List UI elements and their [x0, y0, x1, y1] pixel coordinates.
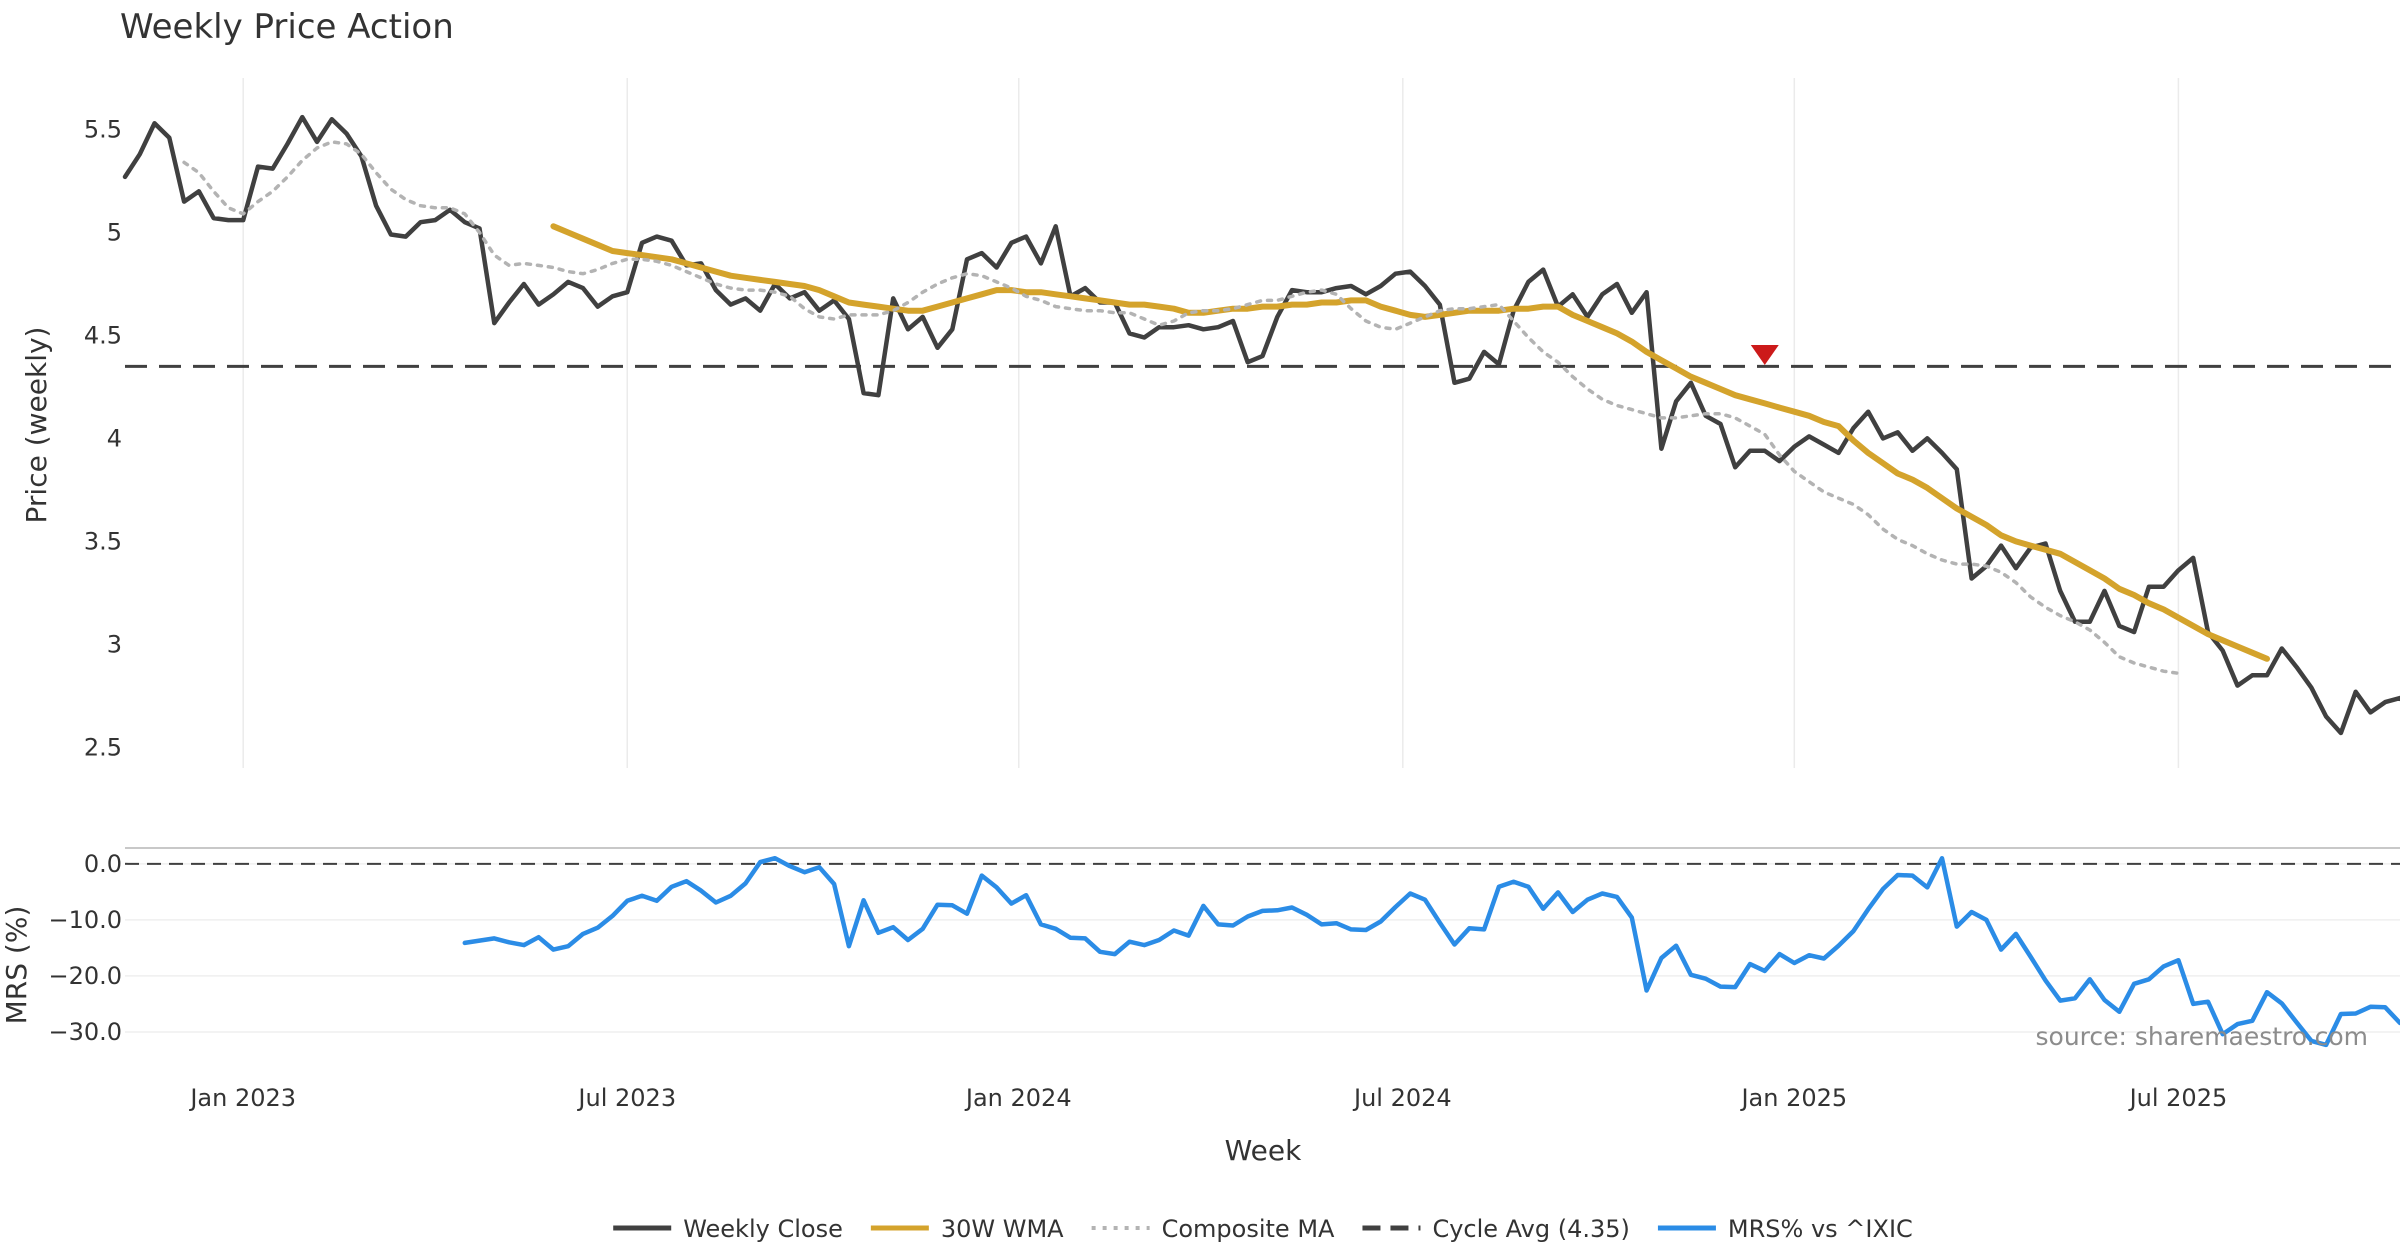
- legend-label: 30W WMA: [941, 1215, 1064, 1243]
- mrs-y-axis-label: MRS (%): [0, 906, 33, 1025]
- x-axis-label: Week: [1225, 1134, 1302, 1167]
- x-tick-label: Jan 2025: [1739, 1084, 1847, 1112]
- legend: Weekly Close 30W WMA Composite MA Cycle Avg…: [613, 1215, 1913, 1243]
- x-tick-label: Jan 2024: [964, 1084, 1072, 1112]
- legend-label: Weekly Close: [683, 1215, 843, 1243]
- price-y-tick-label: 3: [107, 630, 122, 658]
- legend-label: Composite MA: [1162, 1215, 1335, 1243]
- price-y-tick-label: 3.5: [84, 527, 122, 555]
- 30w-wma-line: [550, 223, 2270, 662]
- price-y-tick-label: 2.5: [84, 733, 122, 761]
- price-y-tick-label: 5.5: [84, 115, 122, 143]
- x-tick-label: Jul 2025: [2128, 1084, 2228, 1112]
- composite-ma-line: [182, 140, 2181, 676]
- sell-signal-marker: [1750, 345, 1779, 365]
- mrs-y-tick-label: 0.0: [84, 850, 122, 878]
- legend-label: Cycle Avg (4.35): [1432, 1215, 1629, 1243]
- mrs-vs-ixic-line: [462, 855, 2400, 1048]
- mrs-y-tick-label: −10.0: [48, 906, 122, 934]
- legend-label: MRS% vs ^IXIC: [1728, 1215, 1913, 1243]
- chart-title: Weekly Price Action: [120, 7, 454, 47]
- weekly-close-line: [122, 114, 2400, 736]
- mrs-y-tick-label: −20.0: [48, 962, 122, 990]
- price-y-tick-label: 4: [107, 424, 122, 452]
- x-tick-label: Jan 2023: [188, 1084, 296, 1112]
- mrs-y-tick-label: −30.0: [48, 1018, 122, 1046]
- source-note: source: sharemaestro.com: [2036, 1022, 2369, 1051]
- price-y-axis-label: Price (weekly): [20, 327, 53, 524]
- price-y-tick-label: 4.5: [84, 321, 122, 349]
- price-y-tick-label: 5: [107, 218, 122, 246]
- x-tick-label: Jul 2024: [1352, 1084, 1452, 1112]
- x-tick-label: Jul 2023: [576, 1084, 676, 1112]
